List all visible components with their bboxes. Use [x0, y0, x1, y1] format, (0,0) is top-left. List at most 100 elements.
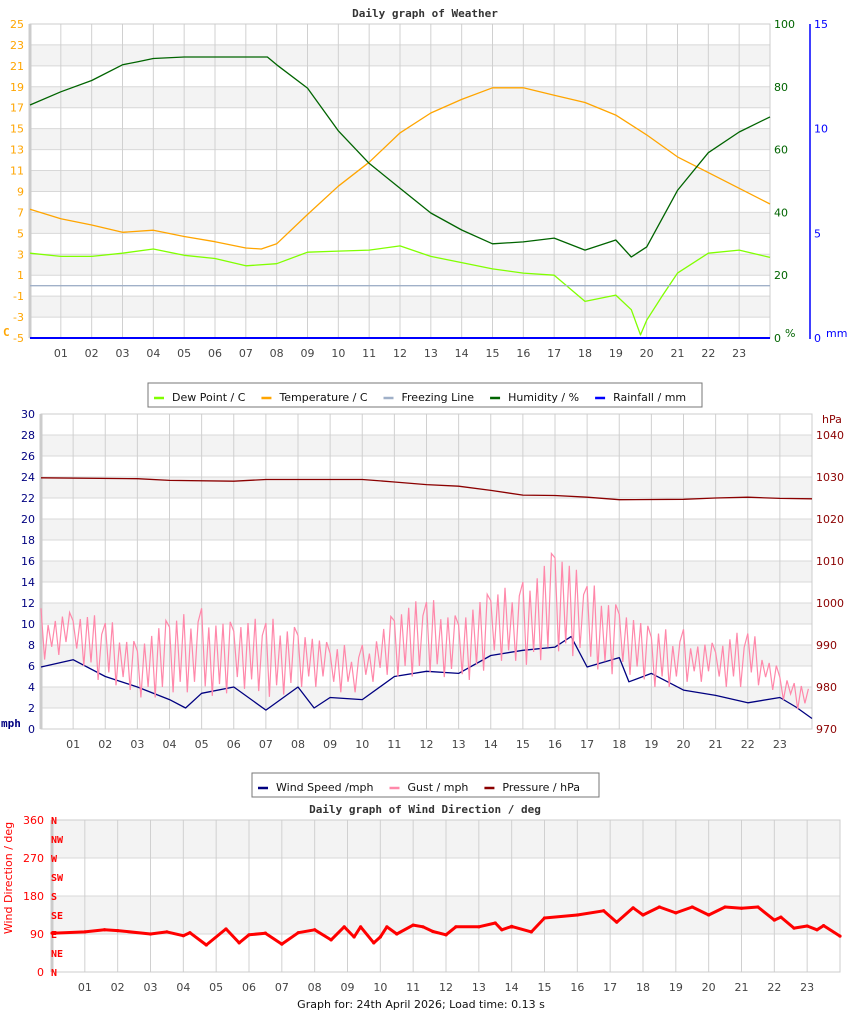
temperature-tick-label: 17: [10, 102, 24, 115]
wind-direction-point: [411, 923, 415, 927]
temperature-tick-label: 9: [17, 185, 24, 198]
x-tick-label: 11: [362, 347, 376, 360]
wind-direction-point: [444, 933, 448, 937]
legend: Dew Point / C Temperature / C Freezing Lin…: [147, 382, 703, 408]
direction-tick-label: 360: [23, 814, 44, 827]
temperature-tick-label: 11: [10, 165, 24, 178]
wind-direction-point: [352, 935, 356, 939]
direction-tick-label: 270: [23, 852, 44, 865]
compass-label: NW: [51, 835, 64, 846]
temperature-tick-label: -1: [13, 290, 24, 303]
x-tick-label: 20: [677, 738, 691, 751]
dew-point-c-series: [29, 245, 771, 336]
pressure-unit-label: hPa: [822, 413, 842, 426]
compass-label: SW: [51, 873, 64, 884]
x-tick-label: 20: [702, 981, 716, 994]
speed-tick-label: 10: [21, 618, 35, 631]
wind-direction-point: [224, 927, 228, 931]
humidity-tick-label: 100: [774, 18, 795, 31]
x-tick-label: 02: [85, 347, 99, 360]
wind-direction-point: [102, 928, 107, 932]
x-tick-label: 05: [177, 347, 191, 360]
compass-label: W: [51, 854, 58, 865]
x-tick-label: 16: [570, 981, 584, 994]
x-tick-label: 17: [603, 981, 617, 994]
x-tick-label: 21: [671, 347, 685, 360]
x-tick-label: 17: [547, 347, 561, 360]
wind-speed-mph-series: [40, 635, 813, 720]
wind-direction-point: [454, 925, 458, 929]
speed-tick-label: 18: [21, 534, 35, 547]
humidity-tick-label: 60: [774, 144, 788, 157]
wind-direction-point: [690, 905, 694, 909]
humidity-tick-label: 20: [774, 269, 788, 282]
pressure-tick-label: 970: [816, 723, 837, 736]
wind-direction-point: [792, 926, 796, 930]
x-tick-label: 13: [472, 981, 486, 994]
compass-label: NE: [51, 949, 63, 960]
weather-chart-title: Daily graph of Weather: [352, 7, 498, 20]
x-tick-label: 02: [98, 738, 112, 751]
x-tick-label: 09: [323, 738, 337, 751]
x-tick-label: 07: [239, 347, 253, 360]
wind-direction-point: [342, 925, 346, 929]
x-tick-label: 22: [741, 738, 755, 751]
x-tick-label: 23: [800, 981, 814, 994]
wind-direction-point: [615, 920, 619, 924]
temperature-tick-label: 15: [10, 123, 24, 136]
speed-tick-label: 12: [21, 597, 35, 610]
x-tick-label: 11: [406, 981, 420, 994]
x-tick-label: 04: [163, 738, 177, 751]
wind-direction-point: [542, 916, 547, 920]
speed-tick-label: 20: [21, 513, 35, 526]
direction-tick-label: 90: [30, 928, 44, 941]
x-tick-label: 03: [116, 347, 130, 360]
wind-direction-point: [421, 925, 425, 929]
x-tick-label: 04: [146, 347, 160, 360]
x-tick-label: 12: [393, 347, 407, 360]
speed-tick-label: 24: [21, 471, 35, 484]
temperature-tick-label: 23: [10, 39, 24, 52]
wind-direction-point: [116, 929, 120, 933]
wind-direction-point: [772, 918, 776, 922]
wind-direction-point: [280, 942, 284, 946]
x-tick-label: 19: [644, 738, 658, 751]
x-tick-label: 18: [578, 347, 592, 360]
wind-direction-point: [707, 913, 711, 917]
x-tick-label: 10: [373, 981, 387, 994]
wind-direction-point: [756, 905, 760, 909]
x-tick-label: 21: [735, 981, 749, 994]
wind-direction-point: [657, 905, 662, 909]
legend-entry: Freezing Line: [402, 391, 475, 404]
legend-entry: Rainfall / mm: [613, 391, 686, 404]
pressure-tick-label: 980: [816, 681, 837, 694]
x-tick-label: 03: [130, 738, 144, 751]
wind-direction-point: [313, 928, 317, 932]
wind-direction-point: [148, 932, 153, 936]
x-tick-label: 22: [701, 347, 715, 360]
temperature-tick-label: 25: [10, 18, 24, 31]
speed-tick-label: 8: [28, 639, 35, 652]
wind-direction-point: [815, 928, 819, 932]
wind-direction-point: [83, 930, 87, 934]
direction-tick-label: 0: [37, 966, 44, 979]
wind-direction-point: [821, 923, 826, 928]
x-tick-label: 10: [355, 738, 369, 751]
x-tick-label: 09: [341, 981, 355, 994]
wind-direction-point: [181, 934, 185, 938]
x-tick-label: 06: [208, 347, 222, 360]
wind-direction-point: [385, 925, 389, 929]
x-tick-label: 22: [767, 981, 781, 994]
humidity-tick-label: 80: [774, 81, 788, 94]
x-tick-label: 08: [270, 347, 284, 360]
temperature-tick-label: 21: [10, 60, 24, 73]
wind-direction-point: [510, 924, 514, 929]
speed-tick-label: 30: [21, 408, 35, 421]
wind-direction-point: [263, 931, 268, 935]
x-tick-label: 17: [580, 738, 594, 751]
rainfall-tick-label: 5: [814, 227, 821, 240]
x-tick-label: 15: [516, 738, 530, 751]
x-tick-label: 18: [612, 738, 626, 751]
temperature-tick-label: 5: [17, 227, 24, 240]
x-tick-label: 09: [301, 347, 315, 360]
